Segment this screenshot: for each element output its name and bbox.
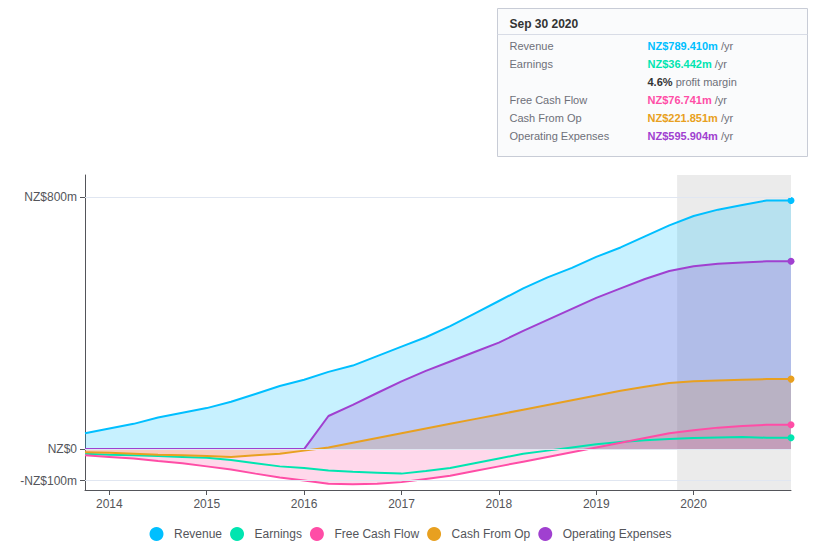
svg-text:2016: 2016 (291, 497, 318, 511)
svg-text:/yr: /yr (721, 130, 734, 142)
svg-text:profit margin: profit margin (676, 76, 737, 88)
svg-text:Free Cash Flow: Free Cash Flow (334, 527, 419, 541)
svg-text:2018: 2018 (486, 497, 513, 511)
svg-text:/yr: /yr (715, 58, 728, 70)
svg-text:Operating Expenses: Operating Expenses (510, 130, 610, 142)
svg-text:4.6%: 4.6% (648, 76, 673, 88)
svg-text:2020: 2020 (680, 497, 707, 511)
svg-text:2017: 2017 (388, 497, 415, 511)
svg-text:Operating Expenses: Operating Expenses (563, 527, 672, 541)
svg-text:Sep 30 2020: Sep 30 2020 (510, 17, 579, 31)
svg-text:2014: 2014 (96, 497, 123, 511)
svg-text:NZ$789.410m: NZ$789.410m (648, 40, 719, 52)
svg-text:2015: 2015 (193, 497, 220, 511)
svg-text:Earnings: Earnings (510, 58, 554, 70)
svg-text:NZ$800m: NZ$800m (24, 190, 77, 204)
svg-text:Earnings: Earnings (255, 527, 302, 541)
svg-text:Revenue: Revenue (510, 40, 554, 52)
svg-text:Revenue: Revenue (174, 527, 222, 541)
svg-text:NZ$595.904m: NZ$595.904m (648, 130, 719, 142)
svg-text:NZ$221.851m: NZ$221.851m (648, 112, 719, 124)
svg-text:NZ$76.741m: NZ$76.741m (648, 94, 712, 106)
svg-text:Cash From Op: Cash From Op (452, 527, 531, 541)
svg-text:NZ$36.442m: NZ$36.442m (648, 58, 712, 70)
svg-text:/yr: /yr (715, 94, 728, 106)
svg-text:2019: 2019 (583, 497, 610, 511)
svg-text:Cash From Op: Cash From Op (510, 112, 582, 124)
svg-text:-NZ$100m: -NZ$100m (20, 474, 77, 488)
svg-text:/yr: /yr (721, 112, 734, 124)
svg-text:/yr: /yr (721, 40, 734, 52)
svg-text:Free Cash Flow: Free Cash Flow (510, 94, 588, 106)
svg-text:NZ$0: NZ$0 (48, 442, 78, 456)
